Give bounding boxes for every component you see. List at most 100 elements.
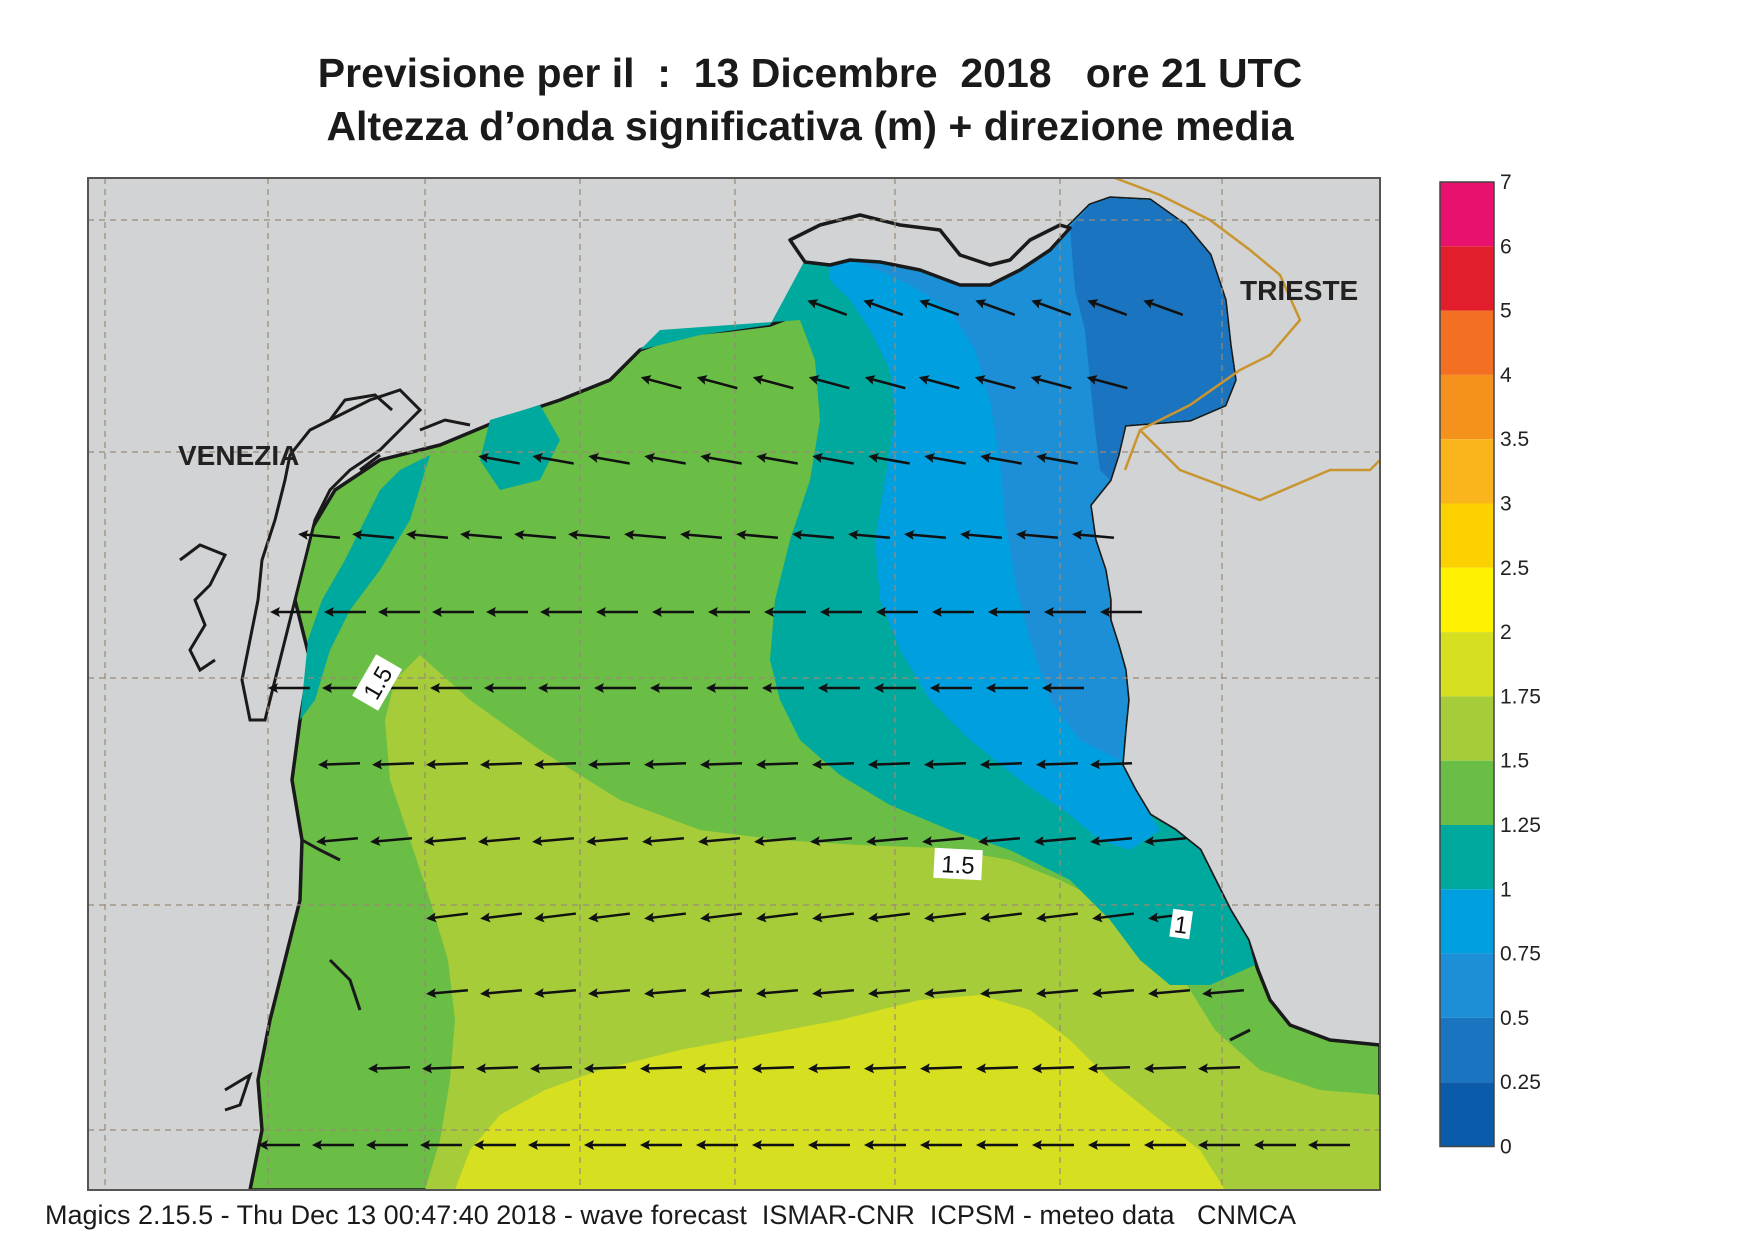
wave-arrow: [1088, 1140, 1130, 1150]
wave-arrow: [644, 759, 687, 770]
legend-level-label: 0.5: [1500, 1007, 1529, 1030]
legend-swatch: [1440, 825, 1494, 890]
wave-arrow: [1090, 836, 1133, 847]
legend-swatch: [1440, 889, 1494, 954]
wave-arrow: [756, 988, 799, 999]
wave-arrow: [528, 1140, 570, 1150]
wave-arrow: [430, 683, 472, 693]
wave-arrow: [980, 452, 1022, 465]
wave-arrow: [316, 836, 359, 847]
wave-arrow: [756, 452, 798, 465]
wave-arrow: [532, 836, 575, 847]
wave-arrow: [460, 529, 503, 540]
wave-arrow: [586, 836, 629, 847]
wave-arrow: [650, 683, 692, 693]
legend-level-label: 0: [1500, 1136, 1512, 1159]
wave-arrow: [1090, 759, 1133, 770]
wave-arrow: [980, 759, 1023, 770]
wave-arrow: [1202, 988, 1245, 999]
wave-arrow: [904, 529, 947, 540]
wave-arrow: [270, 607, 312, 617]
wave-arrow: [1198, 1140, 1240, 1150]
legend-swatch: [1440, 696, 1494, 761]
wave-arrow: [538, 683, 580, 693]
wave-arrow: [975, 299, 1016, 317]
wave-arrow: [708, 607, 750, 617]
legend-level-label: 5: [1500, 300, 1512, 323]
wave-arrow: [752, 1063, 795, 1074]
wave-arrow: [1036, 759, 1079, 770]
legend-swatch: [1440, 246, 1494, 311]
wave-arrow: [876, 607, 918, 617]
wave-arrow: [818, 683, 860, 693]
wave-band-1-venezia: [300, 455, 430, 720]
wave-arrow: [988, 607, 1030, 617]
legend-level-label: 3.5: [1500, 428, 1529, 451]
wave-arrow: [594, 683, 636, 693]
wave-arrow: [680, 529, 723, 540]
wave-arrow: [486, 607, 528, 617]
wave-arrow: [426, 988, 469, 999]
wave-arrow: [700, 912, 743, 923]
legend-swatch: [1440, 310, 1494, 375]
wave-arrow: [1030, 375, 1072, 390]
wave-arrow: [378, 607, 420, 617]
city-label-venezia: VENEZIA: [178, 440, 299, 471]
legend-level-label: 1.5: [1500, 750, 1529, 773]
wave-arrow: [874, 683, 916, 693]
wave-arrow: [808, 375, 850, 390]
wave-arrow: [924, 988, 967, 999]
wave-arrow: [480, 759, 523, 770]
wave-arrow: [868, 988, 911, 999]
svg-text:1.5: 1.5: [941, 851, 976, 880]
wave-arrow: [980, 912, 1023, 923]
wave-arrow: [324, 607, 366, 617]
wave-arrow: [868, 912, 911, 923]
wave-arrow: [922, 836, 965, 847]
wave-arrow: [698, 836, 741, 847]
wave-arrow: [924, 912, 967, 923]
wave-arrow: [366, 1140, 408, 1150]
wave-arrow: [762, 683, 804, 693]
wave-arrow: [1092, 912, 1135, 923]
wave-arrow: [810, 836, 853, 847]
wave-arrow: [420, 1140, 462, 1150]
venice-lagoon: [240, 388, 423, 722]
wave-arrow: [919, 299, 960, 317]
wave-arrow: [868, 759, 911, 770]
wave-arrow: [422, 1063, 465, 1074]
forecast-title: Previsione per il : 13 Dicembre 2018 ore…: [317, 50, 1303, 96]
wave-arrow: [1144, 836, 1187, 847]
map-frame: [87, 177, 1381, 1191]
wave-arrow: [1072, 529, 1115, 540]
wave-arrow: [1044, 607, 1086, 617]
legend-swatch: [1440, 1017, 1494, 1083]
wave-arrow: [764, 607, 806, 617]
wave-arrow: [480, 988, 523, 999]
legend-level-label: 3: [1500, 493, 1512, 516]
svg-text:1: 1: [1172, 911, 1189, 940]
wave-arrow: [863, 299, 904, 317]
wave-arrow: [568, 529, 611, 540]
wave-arrow: [540, 607, 582, 617]
wave-arrow: [924, 759, 967, 770]
wave-arrow: [864, 375, 906, 390]
wave-arrow: [352, 529, 395, 540]
wave-arrow: [980, 988, 1023, 999]
city-label-trieste: TRIESTE: [1240, 275, 1358, 306]
wave-arrow: [976, 1063, 1019, 1074]
wave-arrow: [1148, 988, 1191, 999]
wave-arrow: [588, 452, 630, 465]
wave-arrow: [432, 607, 474, 617]
legend-level-label: 0.25: [1500, 1071, 1541, 1094]
wave-arrow: [932, 607, 974, 617]
wave-arrow: [930, 683, 972, 693]
wave-arrow: [812, 912, 855, 923]
legend-swatch: [1440, 1082, 1494, 1147]
legend-swatch: [1440, 760, 1494, 825]
wave-arrow: [652, 607, 694, 617]
legend-level-label: 0.75: [1500, 943, 1541, 966]
wave-arrow: [1144, 1140, 1186, 1150]
wave-arrow: [1254, 1140, 1296, 1150]
contour-label-east: 1: [1169, 908, 1193, 940]
